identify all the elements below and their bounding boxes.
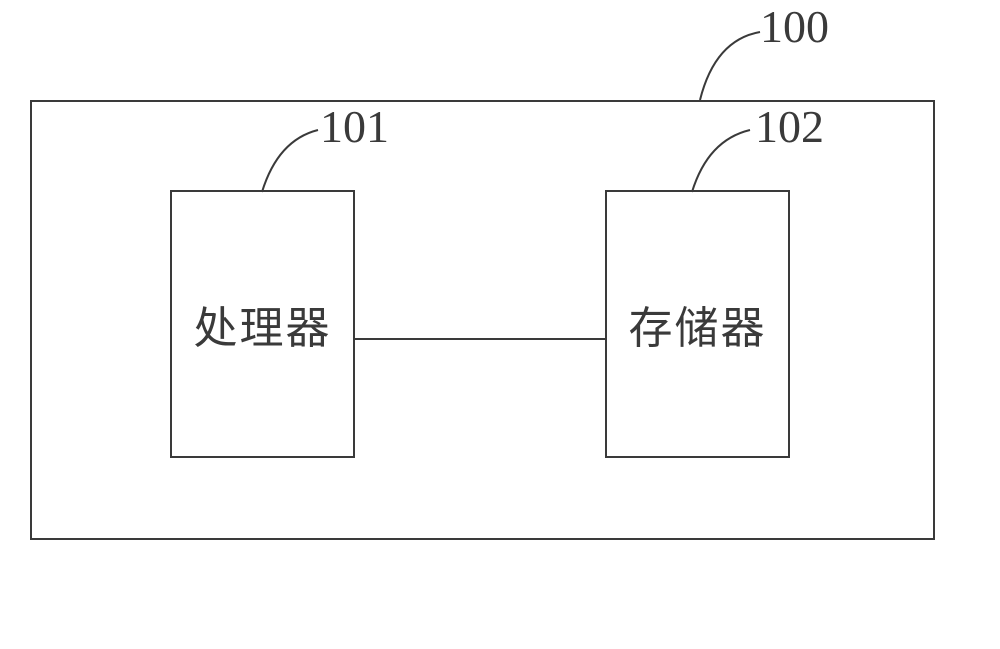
ref-label-102: 102 [755, 100, 824, 153]
leader-101 [258, 126, 322, 196]
memory-label: 存储器 [629, 292, 767, 356]
diagram-root: 处理器 存储器 100 101 102 [0, 0, 1000, 649]
memory-box: 存储器 [605, 190, 790, 458]
ref-label-100: 100 [760, 0, 829, 53]
connector-line [355, 338, 605, 340]
processor-box: 处理器 [170, 190, 355, 458]
leader-102 [688, 126, 754, 196]
processor-label: 处理器 [194, 292, 332, 356]
outer-container-box [30, 100, 935, 540]
leader-100 [696, 28, 764, 104]
ref-label-101: 101 [320, 100, 389, 153]
